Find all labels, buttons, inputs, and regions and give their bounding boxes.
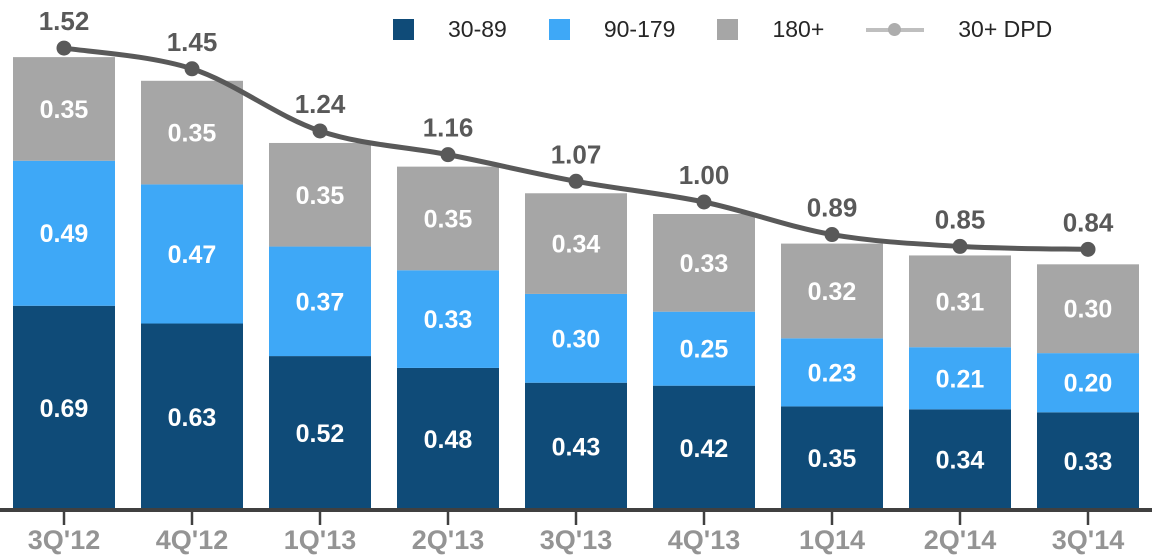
bar-segment-label: 0.49 xyxy=(40,220,89,248)
bar-segment-label: 0.23 xyxy=(808,359,857,387)
bar-segment-label: 0.30 xyxy=(1064,296,1113,324)
bar-segment-label: 0.33 xyxy=(680,250,729,278)
category-label: 3Q'14 xyxy=(1052,525,1124,555)
bar-segment-30-89 xyxy=(909,409,1011,510)
bar-segment-180+ xyxy=(13,57,115,161)
legend-item-180plus: 180+ xyxy=(717,16,824,43)
bar-segment-label: 0.63 xyxy=(168,404,217,432)
bar-segment-90-179 xyxy=(909,347,1011,410)
total-value-label: 0.84 xyxy=(1063,207,1114,237)
bar-segment-90-179 xyxy=(653,311,755,386)
total-value-label: 1.07 xyxy=(551,139,602,169)
bar-segment-label: 0.43 xyxy=(552,433,601,461)
bar-segment-label: 0.52 xyxy=(296,420,345,448)
bar-segment-180+ xyxy=(269,142,371,247)
bar-segment-180+ xyxy=(781,243,883,339)
line-marker xyxy=(952,238,968,254)
legend-swatch-180plus-icon xyxy=(717,19,739,40)
bar-segment-label: 0.34 xyxy=(936,447,985,475)
bar-segment-30-89 xyxy=(1037,412,1139,510)
bar-segment-180+ xyxy=(909,255,1011,348)
total-value-label: 1.16 xyxy=(423,113,474,143)
bar-segment-label: 0.21 xyxy=(936,365,985,393)
category-label: 1Q'13 xyxy=(284,525,356,555)
category-label: 3Q'13 xyxy=(540,525,612,555)
bar-segment-label: 0.25 xyxy=(680,336,729,364)
bar-segment-label: 0.32 xyxy=(808,278,857,306)
legend-label-30plus-dpd: 30+ DPD xyxy=(958,16,1053,42)
bar-segment-label: 0.35 xyxy=(168,120,217,148)
bar-segment-30-89 xyxy=(781,406,883,510)
category-label: 4Q'13 xyxy=(668,525,740,555)
bar-segment-30-89 xyxy=(269,356,371,510)
bar-segment-label: 0.37 xyxy=(296,288,345,316)
bar-segment-label: 0.20 xyxy=(1064,370,1113,398)
legend-item-90-179: 90-179 xyxy=(548,16,676,43)
legend-label-90-179: 90-179 xyxy=(603,16,676,42)
bar-segment-label: 0.35 xyxy=(424,205,473,233)
bar-segment-label: 0.35 xyxy=(40,96,89,124)
total-value-label: 1.45 xyxy=(167,27,218,57)
total-value-label: 1.52 xyxy=(39,6,90,36)
legend-label-180plus: 180+ xyxy=(772,16,825,42)
line-marker xyxy=(696,194,712,210)
legend-swatch-90-179-icon xyxy=(548,19,570,40)
legend-item-30plus-dpd: 30+ DPD xyxy=(866,16,1052,43)
bar-segment-90-179 xyxy=(269,246,371,357)
bar-segment-180+ xyxy=(141,80,243,185)
bar-segment-180+ xyxy=(1037,264,1139,354)
legend-line-dot xyxy=(888,23,902,36)
total-value-label: 0.89 xyxy=(807,193,858,223)
line-marker xyxy=(312,123,328,139)
bar-segment-180+ xyxy=(397,166,499,271)
category-label: 2Q'14 xyxy=(924,525,996,555)
bar-segment-180+ xyxy=(653,214,755,312)
bar-segment-label: 0.33 xyxy=(1064,448,1113,476)
bar-segment-90-179 xyxy=(13,160,115,306)
total-value-label: 0.85 xyxy=(935,204,986,234)
bar-segment-30-89 xyxy=(397,367,499,510)
bar-segment-label: 0.35 xyxy=(808,445,857,473)
line-marker xyxy=(568,173,584,189)
bar-segment-180+ xyxy=(525,193,627,294)
bar-segment-90-179 xyxy=(781,338,883,407)
category-label: 1Q14 xyxy=(799,525,865,555)
line-marker xyxy=(824,227,840,243)
total-value-label: 1.24 xyxy=(295,89,346,119)
legend-line-marker-icon xyxy=(866,19,925,40)
line-marker xyxy=(440,147,456,163)
bar-segment-30-89 xyxy=(653,385,755,510)
bar-segment-30-89 xyxy=(525,382,627,510)
bar-segment-label: 0.31 xyxy=(936,288,985,316)
line-marker xyxy=(56,40,72,56)
bar-segment-label: 0.30 xyxy=(552,325,601,353)
legend-label-30-89: 30-89 xyxy=(448,16,507,42)
bar-segment-30-89 xyxy=(141,323,243,510)
bar-segment-label: 0.33 xyxy=(424,306,473,334)
bar-segment-label: 0.47 xyxy=(168,241,217,269)
bar-segment-label: 0.48 xyxy=(424,426,473,454)
bar-segment-label: 0.34 xyxy=(552,231,601,259)
line-marker xyxy=(1080,241,1096,257)
bar-segment-30-89 xyxy=(13,305,115,510)
line-marker xyxy=(184,61,200,77)
bar-segment-90-179 xyxy=(141,184,243,324)
bar-segment-label: 0.42 xyxy=(680,435,729,463)
bar-segment-90-179 xyxy=(397,270,499,368)
chart-legend: 30-89 90-179 180+ 30+ DPD xyxy=(393,16,1052,43)
legend-item-30-89: 30-89 xyxy=(393,16,507,43)
total-value-label: 1.00 xyxy=(679,160,730,190)
category-label: 4Q'12 xyxy=(156,525,228,555)
bar-segment-label: 0.69 xyxy=(40,395,89,423)
bar-segment-90-179 xyxy=(1037,353,1139,413)
bar-segment-label: 0.35 xyxy=(296,182,345,210)
bar-segment-90-179 xyxy=(525,293,627,383)
legend-swatch-30-89-icon xyxy=(393,19,414,40)
category-label: 3Q'12 xyxy=(28,525,100,555)
category-label: 2Q'13 xyxy=(412,525,484,555)
